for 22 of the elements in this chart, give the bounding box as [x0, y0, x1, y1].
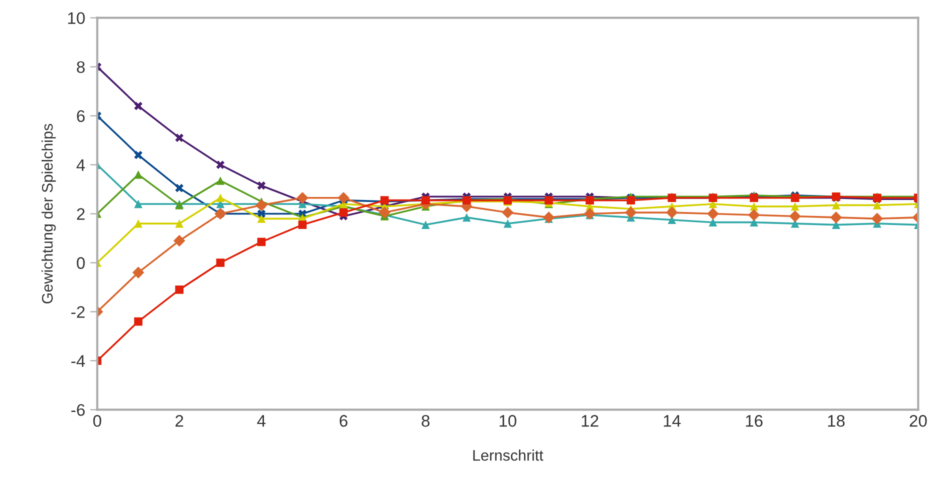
x-tick-label: 20	[910, 415, 927, 427]
y-tick-label: 0	[76, 257, 85, 269]
x-tick-label: 10	[500, 415, 516, 427]
x-tick-label: 14	[664, 415, 681, 427]
x-tick-label: 0	[93, 415, 102, 427]
x-tick-label: 6	[340, 415, 348, 427]
y-tick-label: 4	[76, 159, 85, 171]
x-tick-label: 4	[257, 415, 266, 427]
x-tick-label: 16	[746, 415, 763, 427]
y-tick-label: 2	[77, 208, 85, 220]
x-tick-label: 8	[422, 415, 430, 427]
y-tick-label: 6	[77, 110, 85, 122]
y-axis-title: Gewichtung der Spielchips	[42, 124, 56, 304]
y-tick-label: 8	[76, 61, 85, 74]
y-tick-label: 10	[68, 12, 85, 24]
x-tick-label: 18	[828, 415, 845, 427]
x-tick-label: 2	[176, 415, 184, 427]
y-tick-label: -2	[71, 306, 85, 318]
y-tick-label: -4	[71, 355, 85, 367]
x-tick-label: 12	[582, 415, 598, 427]
x-axis-title: Lernschritt	[473, 450, 544, 461]
y-tick-label: -6	[71, 404, 85, 416]
